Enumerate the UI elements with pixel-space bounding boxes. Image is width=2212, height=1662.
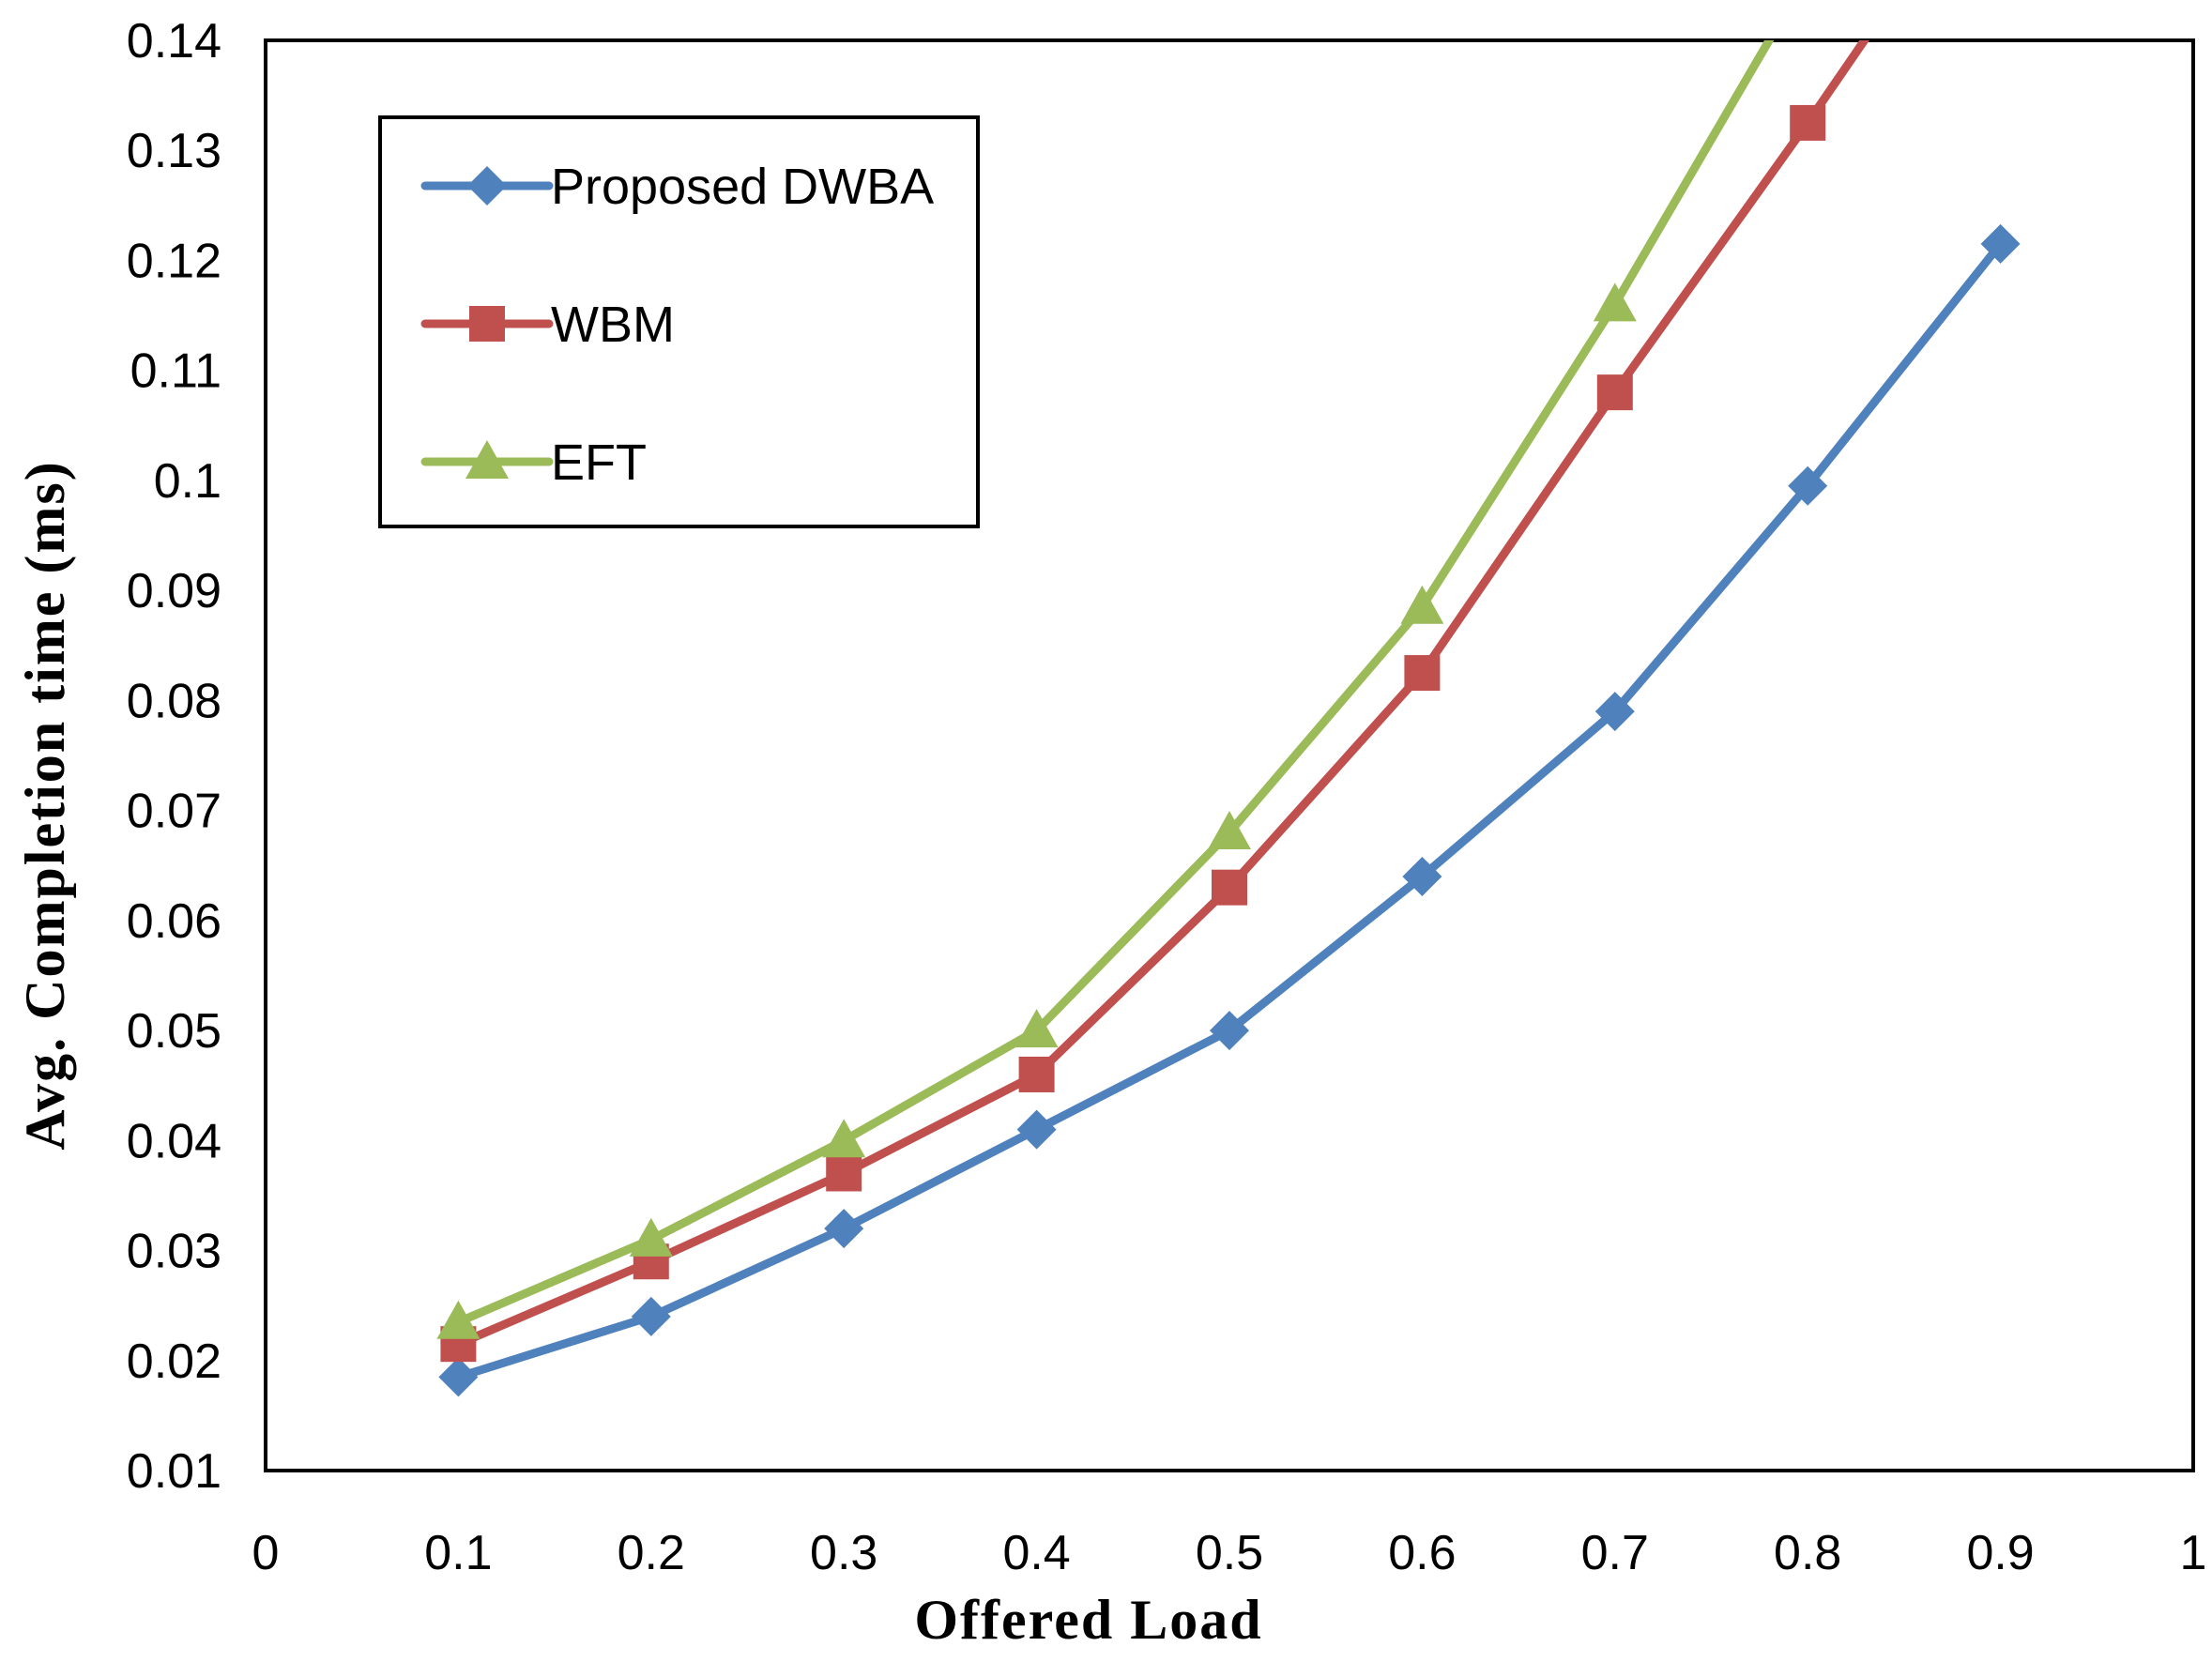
data-point <box>1404 655 1441 692</box>
data-point <box>1788 465 1828 506</box>
y-tick-label: 0.04 <box>127 1114 221 1168</box>
x-tick-label: 1 <box>2180 1526 2207 1580</box>
legend: Proposed DWBA WBM EFT <box>378 115 980 528</box>
legend-marker <box>469 306 505 342</box>
x-tick-label: 0 <box>252 1526 280 1580</box>
data-point <box>1208 811 1251 850</box>
x-tick-label: 0.9 <box>1966 1526 2034 1580</box>
y-tick-label: 0.09 <box>127 564 221 618</box>
y-axis-title: Avg. Completion time (ms) <box>14 460 76 1150</box>
y-tick-label: 0.1 <box>154 454 221 509</box>
x-tick-label: 0.8 <box>1774 1526 1841 1580</box>
legend-marker <box>467 166 507 206</box>
x-tick-label: 0.7 <box>1581 1526 1649 1580</box>
series-layer <box>436 40 2021 1397</box>
data-point <box>631 1296 671 1336</box>
data-point <box>1980 223 2021 264</box>
legend-label: Proposed DWBA <box>551 159 934 215</box>
y-tick-label: 0.11 <box>130 344 221 399</box>
legend-label: EFT <box>551 435 647 491</box>
data-point <box>1212 869 1247 906</box>
legend-item: EFT <box>420 435 647 491</box>
y-tick-label: 0.03 <box>127 1225 221 1279</box>
x-tick-label: 0.4 <box>1002 1526 1070 1580</box>
y-tick-label: 0.13 <box>127 124 221 178</box>
series-eft <box>436 40 1775 1339</box>
data-point <box>1594 692 1635 732</box>
legend-item: Proposed DWBA <box>420 159 934 215</box>
data-point <box>1210 1011 1249 1051</box>
x-tick-label: 0.6 <box>1388 1526 1456 1580</box>
data-point <box>1593 282 1637 322</box>
data-point <box>1016 1109 1057 1150</box>
legend-label: WBM <box>551 297 675 353</box>
data-point <box>1402 856 1442 896</box>
data-point <box>1790 104 1826 141</box>
y-tick-label: 0.02 <box>127 1334 221 1389</box>
data-point <box>822 1119 866 1158</box>
y-tick-label: 0.06 <box>127 894 221 949</box>
x-axis-ticks: 0 0.1 0.2 0.3 0.4 0.5 0.6 0.7 0.8 0.9 1 <box>252 1526 2207 1580</box>
legend-item: WBM <box>420 297 675 353</box>
x-axis-title: Offered Load <box>914 1589 1262 1651</box>
y-tick-label: 0.12 <box>127 234 221 288</box>
x-tick-label: 0.5 <box>1196 1526 1263 1580</box>
y-tick-label: 0.14 <box>127 14 221 69</box>
y-tick-label: 0.01 <box>127 1444 221 1499</box>
data-point <box>1018 1056 1055 1092</box>
data-point <box>1400 585 1444 624</box>
y-tick-label: 0.08 <box>127 674 221 728</box>
series-proposed-dwba <box>438 223 2021 1397</box>
data-point <box>436 1300 481 1339</box>
y-tick-label: 0.05 <box>127 1004 221 1059</box>
y-tick-label: 0.07 <box>127 785 221 839</box>
y-axis-ticks: 0.01 0.02 0.03 0.04 0.05 0.06 0.07 0.08 0.09 0.1 0… <box>127 14 221 1499</box>
x-tick-label: 0.3 <box>810 1526 877 1580</box>
data-point <box>1014 1009 1059 1048</box>
data-point <box>826 1155 862 1192</box>
data-point <box>824 1209 864 1249</box>
x-tick-label: 0.2 <box>618 1526 685 1580</box>
legend-marker <box>465 440 509 479</box>
data-point <box>438 1357 479 1397</box>
data-point <box>629 1217 673 1257</box>
data-point <box>1596 374 1633 411</box>
x-tick-label: 0.1 <box>424 1526 492 1580</box>
